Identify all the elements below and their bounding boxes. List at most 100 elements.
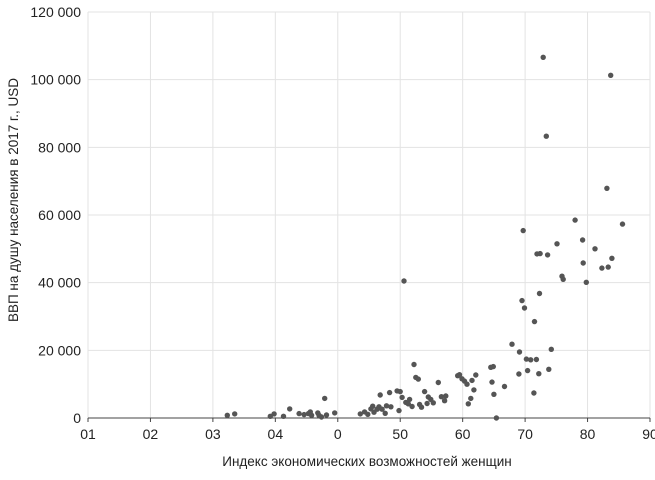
data-point	[365, 411, 371, 417]
data-point	[519, 297, 525, 304]
data-point	[531, 390, 537, 396]
data-point	[464, 381, 470, 387]
y-tick-label: 40 000	[38, 275, 81, 291]
data-point	[388, 404, 394, 410]
grid-lines	[87, 11, 651, 418]
data-point	[491, 391, 497, 397]
data-point	[438, 394, 445, 400]
x-tick-label: 80	[580, 426, 596, 442]
data-point	[489, 379, 495, 385]
data-point	[583, 279, 589, 285]
data-point	[554, 241, 560, 247]
data-point	[605, 264, 611, 270]
data-point	[516, 349, 523, 355]
data-point	[430, 400, 436, 406]
data-point	[546, 366, 552, 372]
data-point	[435, 379, 441, 386]
data-point	[501, 383, 508, 390]
data-point	[493, 415, 500, 421]
y-tick-label: 0	[73, 410, 81, 426]
data-point	[301, 411, 307, 418]
tick-labels: 01 02 03 04 0 50 60 70 80 90 0 20 000 40 000 60 000 80…	[30, 4, 655, 442]
data-point	[399, 394, 405, 401]
data-point	[521, 305, 528, 311]
data-points	[224, 54, 626, 421]
x-tick-label: 04	[268, 426, 284, 442]
y-tick-label: 120 000	[30, 4, 81, 20]
data-point	[332, 410, 338, 416]
y-tick-label: 100 000	[30, 72, 81, 88]
data-point	[386, 389, 393, 396]
data-point	[280, 413, 287, 419]
data-point	[232, 411, 238, 417]
data-point	[397, 388, 403, 395]
x-tick-label: 0	[334, 426, 342, 442]
data-point	[396, 407, 402, 414]
data-point	[523, 356, 530, 362]
data-point	[405, 401, 411, 407]
data-point	[469, 377, 475, 384]
data-point	[308, 412, 315, 418]
data-point	[401, 278, 407, 284]
data-point	[379, 406, 385, 412]
data-point	[406, 396, 413, 403]
data-point	[411, 361, 417, 368]
data-point	[318, 414, 325, 420]
data-point	[528, 357, 534, 363]
data-point	[572, 217, 578, 223]
data-point	[471, 387, 477, 393]
y-tick-label: 20 000	[38, 342, 81, 358]
data-point	[271, 411, 277, 417]
y-tick-label: 60 000	[38, 207, 81, 223]
data-point	[619, 221, 626, 227]
data-point	[608, 72, 614, 79]
data-point	[520, 227, 526, 234]
data-point	[357, 411, 363, 417]
data-point	[516, 371, 522, 377]
data-point	[424, 400, 430, 407]
data-point	[544, 252, 551, 258]
x-tick-label: 50	[392, 426, 408, 442]
data-point	[473, 372, 479, 378]
data-point	[580, 260, 586, 266]
x-axis-title: Индекс экономических возможностей женщин	[222, 454, 511, 469]
data-point	[418, 404, 425, 410]
data-point	[468, 395, 474, 402]
data-point	[604, 185, 610, 191]
data-point	[441, 398, 448, 404]
data-point	[536, 371, 542, 377]
data-point	[509, 341, 515, 347]
data-point	[382, 410, 388, 416]
data-point	[533, 356, 540, 363]
data-point	[456, 372, 463, 378]
data-point	[536, 290, 543, 297]
data-point	[377, 392, 383, 398]
data-point	[465, 401, 471, 407]
data-point	[609, 255, 615, 261]
data-point	[579, 237, 586, 243]
data-point	[421, 388, 428, 395]
data-point	[592, 246, 598, 252]
data-point	[409, 403, 415, 410]
data-point	[548, 346, 554, 352]
data-point	[560, 276, 566, 282]
data-point	[415, 376, 421, 382]
data-point	[524, 367, 531, 374]
data-point	[370, 403, 376, 409]
data-point	[537, 250, 543, 257]
data-point	[543, 133, 549, 139]
data-point	[322, 395, 328, 402]
data-point	[443, 393, 449, 399]
data-point	[287, 406, 293, 412]
x-tick-label: 03	[205, 426, 221, 442]
data-point	[540, 54, 546, 60]
x-tick-label: 02	[143, 426, 159, 442]
x-tick-label: 01	[80, 426, 96, 442]
data-point	[531, 318, 538, 325]
data-point	[599, 265, 605, 271]
data-point	[224, 412, 230, 418]
data-point	[296, 410, 302, 417]
y-axis-title: ВВП на душу населения в 2017 г., USD	[6, 78, 21, 322]
